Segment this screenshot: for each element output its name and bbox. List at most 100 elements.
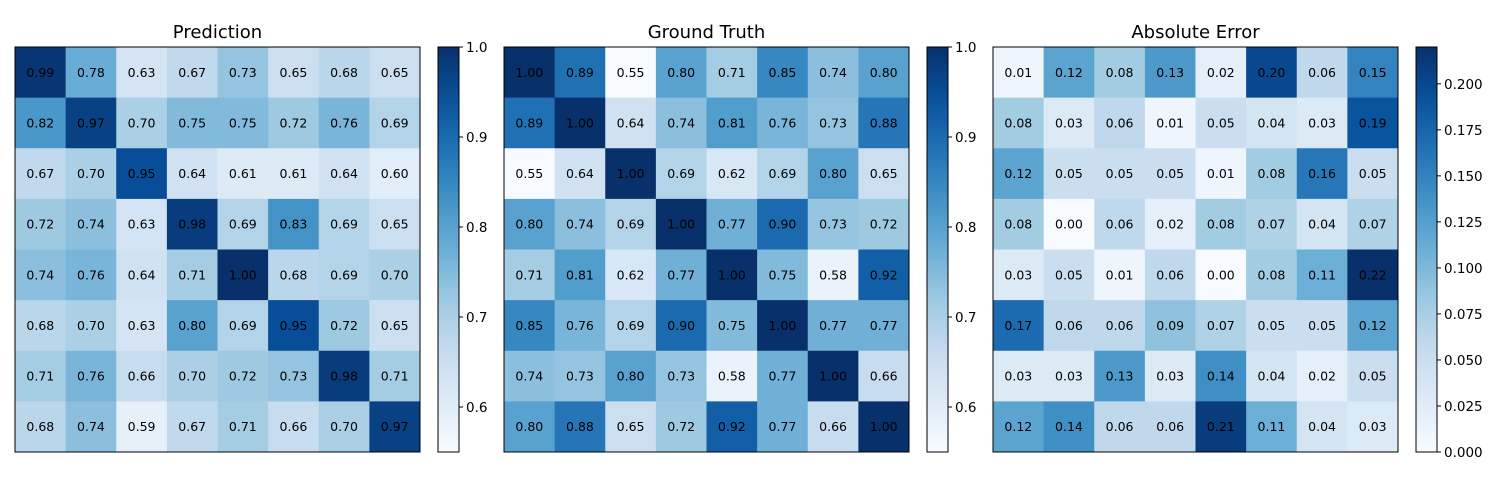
cell-value-label: 0.69	[769, 166, 797, 181]
cell-value-label: 0.58	[819, 267, 847, 282]
heatmap-cell	[1043, 249, 1095, 301]
heatmap-cell	[1043, 300, 1095, 352]
heatmap-cell	[217, 300, 269, 352]
heatmap-cell	[757, 97, 809, 149]
colorbar-tick-label: 0.9	[466, 130, 487, 146]
cell-value-label: 0.70	[77, 166, 105, 181]
heatmap-cell	[268, 249, 320, 301]
heatmap-cell	[993, 401, 1045, 453]
heatmap-cell	[757, 401, 809, 453]
cell-value-label: 0.63	[128, 65, 156, 80]
heatmap-cell	[655, 47, 707, 99]
chart-title: Absolute Error	[1131, 22, 1260, 43]
cell-value-label: 0.64	[617, 115, 645, 130]
cell-value-label: 0.73	[819, 217, 847, 232]
cell-value-label: 1.00	[819, 369, 847, 384]
heatmap-cell	[605, 249, 657, 301]
heatmap-cell	[65, 249, 117, 301]
cell-value-label: 0.82	[26, 115, 54, 130]
cell-value-label: 0.77	[718, 217, 746, 232]
cell-value-label: 0.07	[1359, 217, 1387, 232]
heatmap-cell	[1094, 47, 1146, 99]
cell-value-label: 0.64	[178, 166, 206, 181]
heatmap-frame	[503, 46, 910, 453]
heatmap-cell	[504, 350, 556, 402]
cell-value-label: 0.71	[229, 419, 257, 434]
heatmap-cell	[504, 148, 556, 200]
heatmap-cell	[65, 47, 117, 99]
heatmap-cell	[504, 47, 556, 99]
cell-value-label: 0.61	[229, 166, 257, 181]
heatmap-cell	[65, 350, 117, 402]
cell-value-label: 0.02	[1156, 217, 1184, 232]
cell-value-label: 0.74	[26, 267, 54, 282]
heatmap-cell	[116, 249, 168, 301]
heatmap-cell	[1296, 249, 1348, 301]
cell-value-label: 0.66	[819, 419, 847, 434]
cell-value-label: 0.19	[1359, 115, 1387, 130]
cell-value-label: 0.02	[1308, 369, 1336, 384]
heatmap-cell	[65, 148, 117, 200]
cell-value-label: 0.97	[77, 115, 105, 130]
cell-value-label: 0.65	[381, 318, 409, 333]
cell-value-label: 0.07	[1207, 318, 1235, 333]
heatmap-cell	[369, 350, 421, 402]
cell-value-label: 0.69	[229, 217, 257, 232]
colorbar-tick-label: 0.8	[955, 220, 976, 236]
heatmap-cell	[1246, 350, 1298, 402]
cell-value-label: 0.08	[1258, 166, 1286, 181]
heatmap-cell	[166, 148, 218, 200]
heatmap-cell	[1347, 97, 1399, 149]
cell-value-label: 0.76	[566, 318, 594, 333]
cell-value-label: 0.75	[769, 267, 797, 282]
cell-value-label: 0.07	[1258, 217, 1286, 232]
cell-value-label: 1.00	[229, 267, 257, 282]
cell-value-label: 0.66	[128, 369, 156, 384]
heatmap-cell	[1043, 401, 1095, 453]
cell-value-label: 0.72	[330, 318, 358, 333]
heatmap-cell	[1144, 300, 1196, 352]
cell-value-label: 0.01	[1207, 166, 1235, 181]
cell-value-label: 0.69	[617, 318, 645, 333]
cell-value-label: 0.03	[1004, 369, 1032, 384]
cell-value-label: 0.08	[1004, 217, 1032, 232]
heatmap-cell	[554, 97, 606, 149]
cell-value-label: 0.97	[381, 419, 409, 434]
cell-value-label: 0.12	[1055, 65, 1083, 80]
cell-value-label: 0.88	[566, 419, 594, 434]
cell-value-label: 1.00	[769, 318, 797, 333]
cell-value-label: 0.21	[1207, 419, 1235, 434]
heatmap-cell	[1195, 97, 1247, 149]
cell-value-label: 0.74	[819, 65, 847, 80]
heatmap-cell	[217, 97, 269, 149]
cell-value-label: 0.08	[1258, 267, 1286, 282]
cell-value-label: 0.69	[617, 217, 645, 232]
heatmap-cell	[858, 300, 910, 352]
cell-value-label: 0.66	[870, 369, 898, 384]
heatmap-cell	[993, 249, 1045, 301]
cell-value-label: 0.81	[566, 267, 594, 282]
heatmap-cell	[166, 249, 218, 301]
heatmap-cell	[858, 148, 910, 200]
heatmap-cell	[1043, 350, 1095, 402]
cell-value-label: 0.70	[128, 115, 156, 130]
heatmap-cell	[1195, 249, 1247, 301]
cell-value-label: 0.01	[1106, 267, 1134, 282]
heatmap-cell	[504, 300, 556, 352]
cell-value-label: 0.74	[667, 115, 695, 130]
heatmap-cell	[318, 350, 370, 402]
heatmap-cell	[1296, 97, 1348, 149]
cell-value-label: 0.67	[26, 166, 54, 181]
heatmap-cell	[1246, 249, 1298, 301]
cell-value-label: 0.71	[178, 267, 206, 282]
cell-value-label: 0.03	[1055, 369, 1083, 384]
heatmap-cell	[116, 198, 168, 250]
cell-value-label: 0.75	[229, 115, 257, 130]
heatmap-cell	[1094, 249, 1146, 301]
heatmap-cell	[993, 198, 1045, 250]
heatmap-cell	[369, 148, 421, 200]
heatmap-cell	[65, 198, 117, 250]
cell-value-label: 1.00	[870, 419, 898, 434]
cell-value-label: 0.70	[77, 318, 105, 333]
